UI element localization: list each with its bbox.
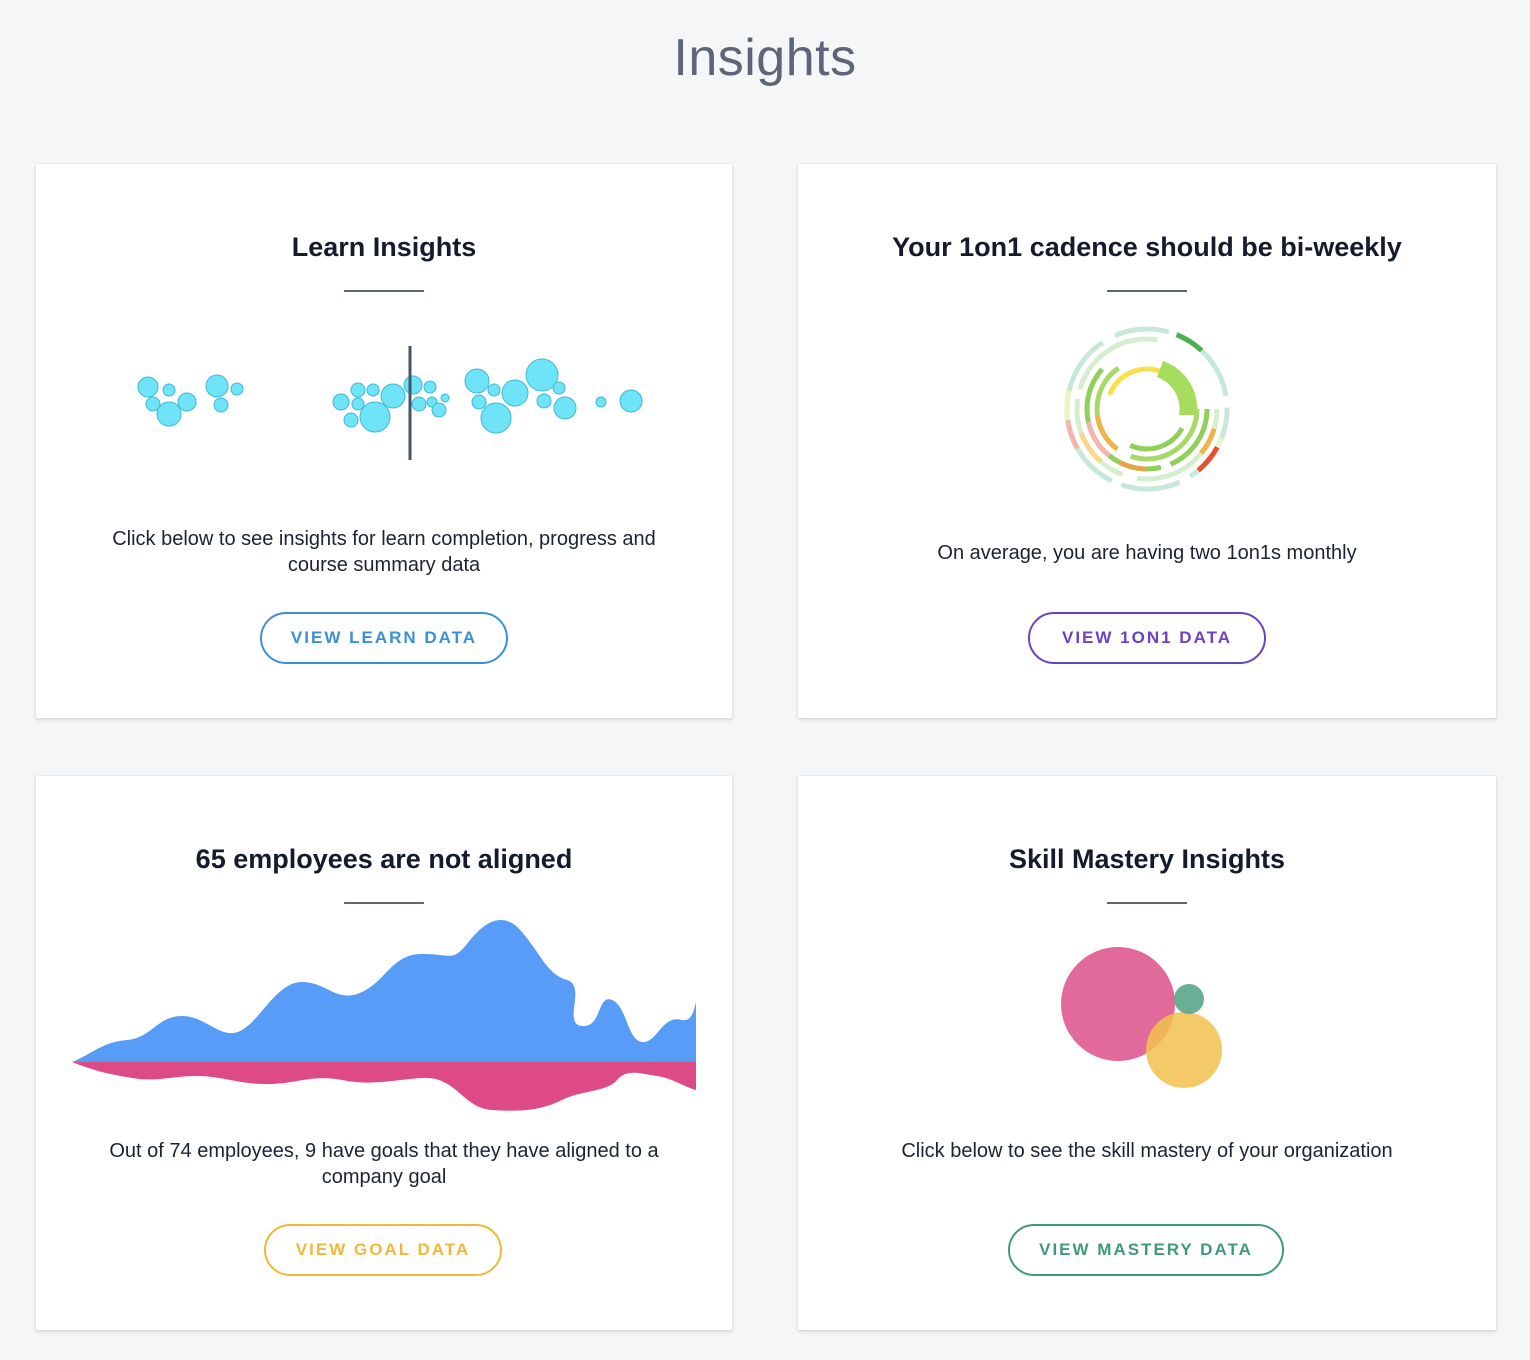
- card-description: Click below to see insights for learn co…: [112, 528, 656, 576]
- skill-bubble-small: [1174, 984, 1204, 1014]
- card-title: Learn Insights: [291, 232, 477, 262]
- title-divider: [344, 902, 424, 904]
- skill-mastery-card: Skill Mastery Insights Click below to se…: [798, 776, 1496, 1330]
- skill-mastery-bubbles: [1061, 947, 1222, 1088]
- view-mastery-data-button[interactable]: VIEW MASTERY DATA: [1008, 1224, 1284, 1276]
- bubble-group: [137, 358, 643, 434]
- card-title: Your 1on1 cadence should be bi-weekly: [892, 232, 1402, 262]
- card-description: Click below to see the skill mastery of …: [901, 1140, 1393, 1162]
- learn-bubble-illustration: [90, 346, 682, 460]
- oneonone-insights-card: Your 1on1 cadence should be bi-weekly: [798, 164, 1496, 718]
- skill-bubble-large: [1061, 947, 1175, 1061]
- title-divider: [344, 290, 424, 292]
- goal-alignment-streamgraph: [72, 919, 696, 1111]
- card-description: Out of 74 employees, 9 have goals that t…: [109, 1140, 659, 1188]
- card-title: 65 employees are not aligned: [195, 844, 573, 874]
- view-learn-data-button[interactable]: VIEW LEARN DATA: [260, 612, 508, 664]
- goal-alignment-card: 65 employees are not aligned Out of 74 e…: [36, 776, 732, 1330]
- page-title: Insights: [673, 29, 857, 87]
- not-aligned-area: [72, 1062, 696, 1111]
- card-title: Skill Mastery Insights: [1008, 844, 1286, 874]
- view-goal-data-button[interactable]: VIEW GOAL DATA: [264, 1224, 502, 1276]
- highlight-wedge: [1157, 361, 1198, 415]
- inner-ring: [1104, 366, 1190, 452]
- title-divider: [1107, 902, 1187, 904]
- title-divider: [1107, 290, 1187, 292]
- learn-insights-card: Learn Insights Click below to se: [36, 164, 732, 718]
- view-1on1-data-button[interactable]: VIEW 1ON1 DATA: [1028, 612, 1266, 664]
- cadence-ring-illustration: [1064, 326, 1230, 492]
- ring-2: [1074, 336, 1220, 482]
- skill-bubble-medium: [1146, 1012, 1222, 1088]
- card-description: On average, you are having two 1on1s mon…: [937, 542, 1357, 564]
- ring-3: [1084, 346, 1210, 472]
- aligned-area: [72, 919, 696, 1062]
